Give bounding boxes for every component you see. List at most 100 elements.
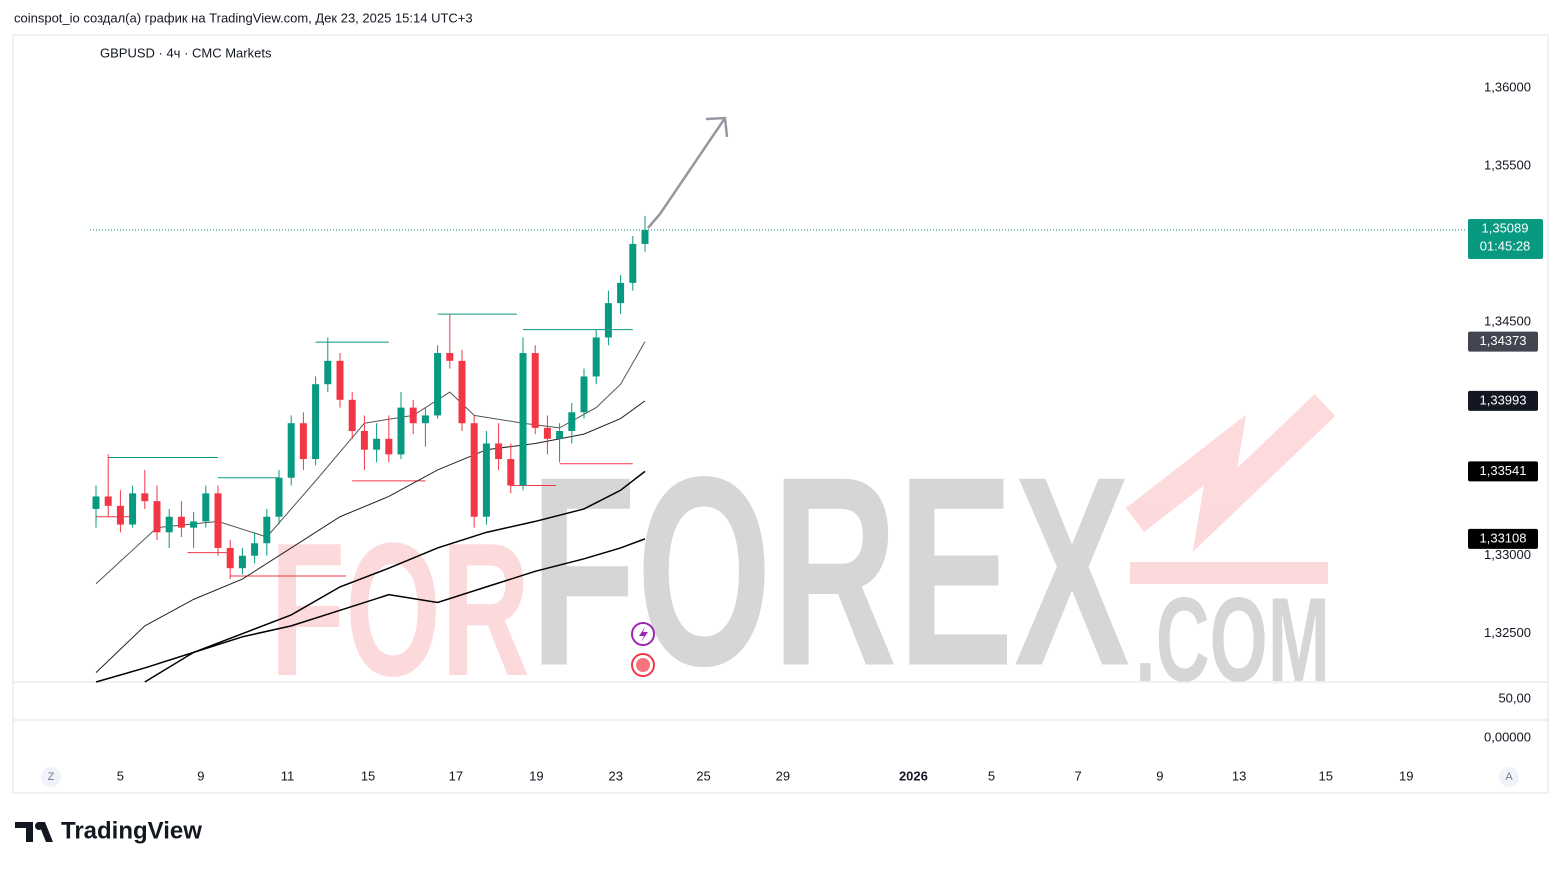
price-label: 1,33108 — [1480, 530, 1527, 545]
scale-button-label[interactable]: Z — [48, 771, 55, 783]
x-tick-label: 19 — [1399, 768, 1413, 783]
scale-button[interactable] — [1499, 767, 1519, 787]
candle-body — [458, 360, 466, 424]
candle-body — [141, 493, 149, 502]
candle-body — [226, 547, 234, 569]
candle-body — [312, 384, 320, 460]
candle-body — [446, 353, 454, 361]
last-price-label: 1,35089 — [1482, 220, 1529, 235]
candle-body — [556, 430, 564, 439]
candle-body — [190, 521, 198, 528]
logo-mark — [15, 822, 53, 842]
header: coinspot_io создал(а) график на TradingV… — [14, 10, 473, 25]
x-tick-label: 15 — [1319, 768, 1333, 783]
candle-body — [397, 407, 405, 455]
x-tick-label: 13 — [1232, 768, 1246, 783]
chart-frame — [12, 34, 1549, 794]
y-tick-label: 1,32500 — [1484, 625, 1531, 640]
countdown-label: 01:45:28 — [1480, 238, 1531, 253]
candle-body — [116, 505, 124, 525]
candle-body — [287, 423, 295, 478]
price-label-bg — [1468, 331, 1538, 352]
candle-body — [580, 376, 588, 413]
candle-body — [421, 415, 429, 424]
watermark-text: FOREX — [530, 422, 1131, 723]
y2-tick-label: 50,00 — [1498, 690, 1531, 705]
x-tick-label: 9 — [197, 768, 204, 783]
candle-body — [360, 430, 368, 450]
forecast-arrow — [647, 117, 727, 229]
candle-body — [104, 496, 112, 506]
x-tick-label: 5 — [988, 768, 995, 783]
x-tick-label: 29 — [776, 768, 790, 783]
candle-body — [507, 459, 515, 486]
flag-icon — [636, 658, 650, 672]
logo-dot — [35, 822, 43, 830]
x-tick-label: 23 — [608, 768, 622, 783]
candle-body — [263, 516, 271, 544]
candle-body — [385, 438, 393, 455]
candle-body — [568, 412, 576, 431]
x-tick-label: 25 — [696, 768, 710, 783]
price-label-bg — [1468, 390, 1538, 411]
event-icon-bolt — [639, 627, 648, 642]
candle-body — [470, 423, 478, 517]
watermark: FOR FOREX .COM — [270, 394, 1336, 723]
candle-body — [617, 282, 625, 304]
candle-body — [348, 399, 356, 431]
candle-body — [275, 477, 283, 517]
x-tick-label: 15 — [361, 768, 375, 783]
candle-body — [482, 443, 490, 517]
candle-body — [336, 360, 344, 400]
last-price-label-bg — [1468, 219, 1543, 260]
x-tick-label: 5 — [117, 768, 124, 783]
candle-body — [202, 493, 210, 522]
watermark-arrow — [1125, 394, 1336, 552]
scale-button[interactable] — [41, 767, 61, 787]
y2-tick-label: 0,00000 — [1484, 729, 1531, 744]
moving-average — [95, 538, 646, 683]
candle-body — [531, 353, 539, 428]
price-label: 1,34373 — [1480, 333, 1527, 348]
x-tick-label: 2026 — [899, 768, 928, 783]
x-tick-label: 7 — [1074, 768, 1081, 783]
y-tick-label: 1,36000 — [1484, 79, 1531, 94]
candle-body — [324, 360, 332, 385]
candle-body — [434, 353, 442, 416]
moving-average — [144, 470, 646, 683]
candle-body — [251, 543, 259, 556]
y-tick-label: 1,34500 — [1484, 313, 1531, 328]
candle-body — [129, 493, 137, 525]
watermark-text: .COM — [1135, 573, 1330, 707]
candle-body — [177, 516, 185, 528]
y-tick-label: 1,33000 — [1484, 547, 1531, 562]
candle-body — [153, 501, 161, 533]
logo: TradingView — [15, 817, 202, 844]
candle-body — [299, 423, 307, 460]
candle-body — [409, 407, 417, 424]
watermark-bar — [1130, 562, 1328, 584]
candle-body — [373, 438, 381, 450]
moving-average — [95, 400, 646, 674]
candle-body — [629, 243, 637, 283]
x-tick-label: 19 — [529, 768, 543, 783]
x-tick-label: 11 — [281, 768, 295, 783]
price-label: 1,33993 — [1480, 392, 1527, 407]
candle-body — [92, 496, 100, 509]
y-tick-label: 1,35500 — [1484, 157, 1531, 172]
price-label-bg — [1468, 461, 1538, 482]
moving-average — [95, 341, 646, 585]
candle-body — [495, 443, 503, 460]
x-tick-label: 9 — [1156, 768, 1163, 783]
logo-text: TradingView — [61, 817, 202, 844]
candle-body — [641, 230, 649, 244]
x-tick-label: 17 — [449, 768, 463, 783]
candle-body — [604, 303, 612, 338]
candle-body — [165, 516, 173, 533]
candle-body — [592, 337, 600, 377]
candle-body — [519, 353, 527, 486]
candle-body — [238, 555, 246, 569]
scale-button-label[interactable]: A — [1505, 771, 1513, 783]
price-label: 1,33541 — [1480, 463, 1527, 478]
